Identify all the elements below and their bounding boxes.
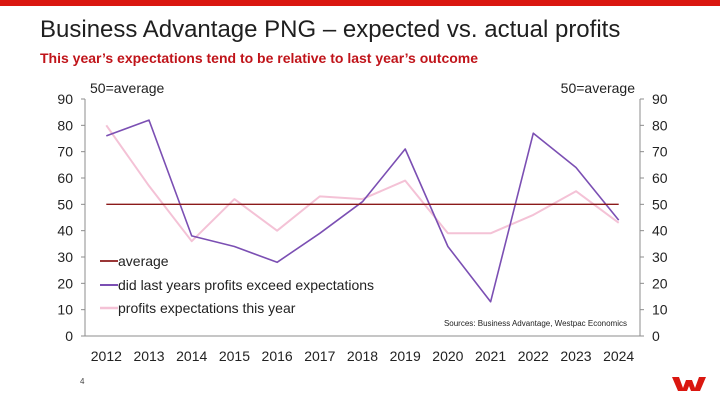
x-tick-label: 2022 <box>518 348 549 364</box>
left-axis-note: 50=average <box>90 80 165 96</box>
right-tick-label: 0 <box>652 328 660 344</box>
series-line-2 <box>105 124 620 243</box>
top-accent-bar <box>0 0 720 6</box>
x-axis: 2012 2013 2014 2015 2016 2017 2018 2019 2020 2021… <box>91 348 635 364</box>
chart-legend: average did last years profits exceed exp… <box>100 253 374 316</box>
left-tick-label: 10 <box>57 302 73 318</box>
left-tick-label: 90 <box>57 91 73 107</box>
x-tick-label: 2023 <box>560 348 591 364</box>
x-tick-label: 2014 <box>176 348 207 364</box>
x-tick-label: 2024 <box>603 348 634 364</box>
x-tick-label: 2016 <box>262 348 293 364</box>
right-tick-label: 70 <box>652 144 668 160</box>
plot-area <box>84 99 641 337</box>
right-y-axis: 0 10 20 30 40 50 60 70 80 90 <box>640 91 668 344</box>
left-tick-label: 60 <box>57 170 73 186</box>
x-tick-label: 2020 <box>432 348 463 364</box>
page-number: 4 <box>80 377 85 386</box>
x-tick-label: 2021 <box>475 348 506 364</box>
westpac-logo-icon <box>672 377 706 391</box>
right-axis-note: 50=average <box>561 80 636 96</box>
series-line-1 <box>106 119 620 303</box>
slide-subtitle: This year’s expectations tend to be rela… <box>40 50 479 66</box>
slide-title: Business Advantage PNG – expected vs. ac… <box>40 16 621 43</box>
left-tick-label: 30 <box>57 249 73 265</box>
left-tick-label: 0 <box>65 328 73 344</box>
right-tick-label: 40 <box>652 223 668 239</box>
right-tick-label: 10 <box>652 302 668 318</box>
right-tick-label: 50 <box>652 196 668 212</box>
legend-label: average <box>118 253 169 269</box>
left-tick-label: 20 <box>57 275 73 291</box>
left-tick-label: 80 <box>57 117 73 133</box>
right-tick-label: 90 <box>652 91 668 107</box>
right-tick-label: 60 <box>652 170 668 186</box>
x-tick-label: 2017 <box>304 348 335 364</box>
x-tick-label: 2012 <box>91 348 122 364</box>
left-tick-label: 40 <box>57 223 73 239</box>
right-tick-label: 20 <box>652 275 668 291</box>
right-tick-label: 30 <box>652 249 668 265</box>
x-tick-label: 2019 <box>390 348 421 364</box>
legend-label: profits expectations this year <box>118 300 296 316</box>
right-tick-label: 80 <box>652 117 668 133</box>
x-tick-label: 2013 <box>133 348 164 364</box>
legend-label: did last years profits exceed expectatio… <box>118 277 374 293</box>
source-note: Sources: Business Advantage, Westpac Eco… <box>444 319 627 328</box>
x-tick-label: 2018 <box>347 348 378 364</box>
series-lines <box>105 119 620 303</box>
left-tick-label: 50 <box>57 196 73 212</box>
x-tick-label: 2015 <box>219 348 250 364</box>
left-tick-label: 70 <box>57 144 73 160</box>
left-y-axis: 0 10 20 30 40 50 60 70 80 90 <box>57 91 85 344</box>
